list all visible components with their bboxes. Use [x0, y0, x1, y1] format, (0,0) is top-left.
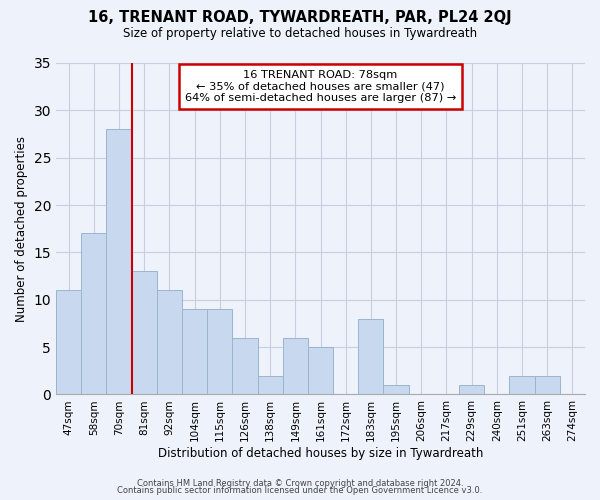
Bar — [383, 385, 409, 394]
Bar — [56, 290, 81, 395]
Bar — [358, 318, 383, 394]
Bar — [509, 376, 535, 394]
Bar — [283, 338, 308, 394]
X-axis label: Distribution of detached houses by size in Tywardreath: Distribution of detached houses by size … — [158, 447, 483, 460]
Text: Size of property relative to detached houses in Tywardreath: Size of property relative to detached ho… — [123, 28, 477, 40]
Text: 16 TRENANT ROAD: 78sqm
← 35% of detached houses are smaller (47)
64% of semi-det: 16 TRENANT ROAD: 78sqm ← 35% of detached… — [185, 70, 456, 103]
Bar — [81, 234, 106, 394]
Bar — [459, 385, 484, 394]
Bar — [257, 376, 283, 394]
Bar — [535, 376, 560, 394]
Bar — [308, 347, 333, 395]
Bar — [207, 309, 232, 394]
Bar — [157, 290, 182, 395]
Text: Contains HM Land Registry data © Crown copyright and database right 2024.: Contains HM Land Registry data © Crown c… — [137, 478, 463, 488]
Bar — [182, 309, 207, 394]
Bar — [131, 272, 157, 394]
Text: 16, TRENANT ROAD, TYWARDREATH, PAR, PL24 2QJ: 16, TRENANT ROAD, TYWARDREATH, PAR, PL24… — [88, 10, 512, 25]
Bar — [232, 338, 257, 394]
Bar — [106, 130, 131, 394]
Text: Contains public sector information licensed under the Open Government Licence v3: Contains public sector information licen… — [118, 486, 482, 495]
Y-axis label: Number of detached properties: Number of detached properties — [15, 136, 28, 322]
